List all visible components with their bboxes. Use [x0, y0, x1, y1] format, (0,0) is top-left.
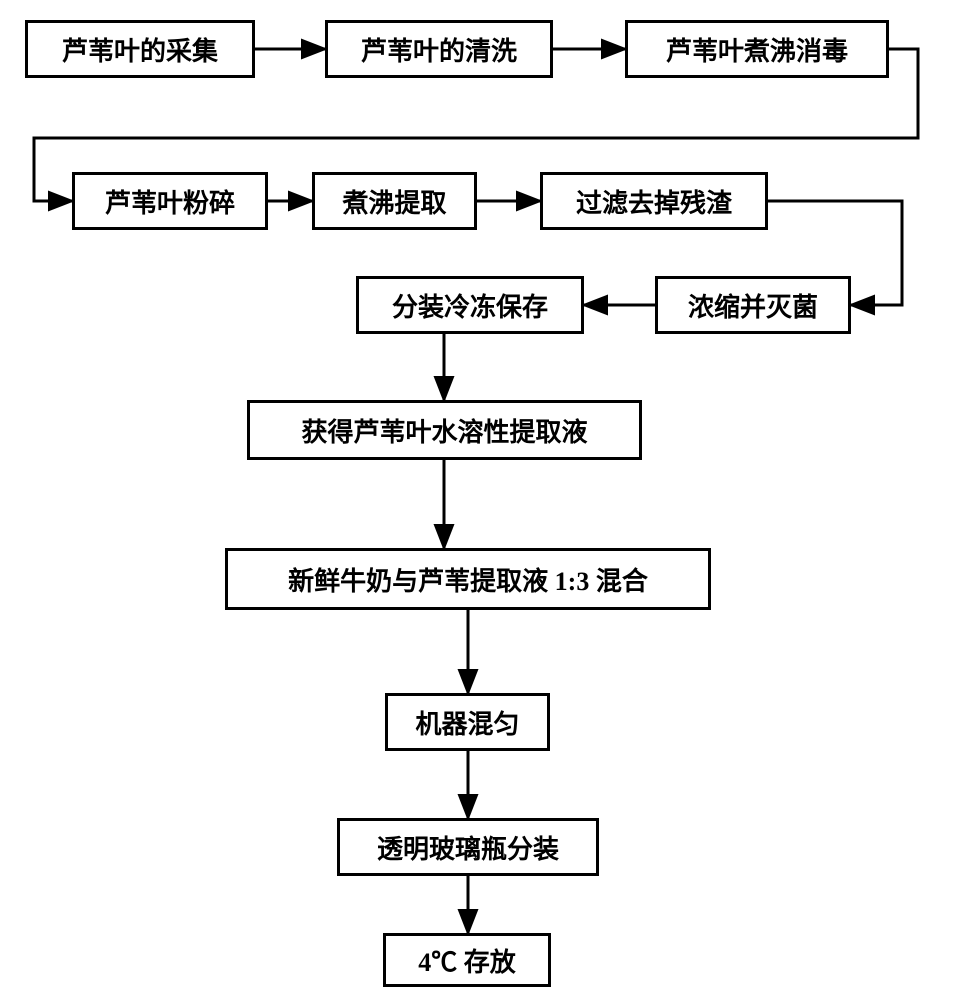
- flow-node-label: 芦苇叶的清洗: [361, 31, 517, 68]
- flow-node-label: 芦苇叶煮沸消毒: [666, 31, 848, 68]
- flow-node-label: 过滤去掉残渣: [576, 183, 732, 220]
- flow-node-label: 煮沸提取: [342, 183, 446, 220]
- flow-node-n4: 芦苇叶粉碎: [72, 172, 268, 230]
- flow-node-n11: 机器混匀: [385, 693, 550, 751]
- flow-node-label: 分装冷冻保存: [392, 287, 548, 324]
- flow-node-n7: 浓缩并灭菌: [655, 276, 851, 334]
- flow-node-label: 浓缩并灭菌: [688, 287, 818, 324]
- flow-node-label: 芦苇叶粉碎: [105, 183, 235, 220]
- flow-node-label: 透明玻璃瓶分装: [377, 829, 559, 866]
- flow-node-n9: 获得芦苇叶水溶性提取液: [247, 400, 642, 460]
- flow-node-label: 机器混匀: [415, 704, 519, 741]
- flow-node-n10: 新鲜牛奶与芦苇提取液 1:3 混合: [225, 548, 711, 610]
- flow-node-label: 新鲜牛奶与芦苇提取液 1:3 混合: [288, 561, 648, 598]
- flow-node-n5: 煮沸提取: [312, 172, 477, 230]
- flow-node-n12: 透明玻璃瓶分装: [337, 818, 599, 876]
- flow-node-n3: 芦苇叶煮沸消毒: [625, 20, 889, 78]
- flow-node-label: 4℃ 存放: [418, 942, 516, 979]
- flow-node-n13: 4℃ 存放: [383, 933, 551, 987]
- flow-node-label: 获得芦苇叶水溶性提取液: [301, 412, 587, 449]
- flow-node-label: 芦苇叶的采集: [62, 31, 218, 68]
- flow-node-n1: 芦苇叶的采集: [25, 20, 255, 78]
- flow-node-n8: 分装冷冻保存: [356, 276, 584, 334]
- flow-node-n2: 芦苇叶的清洗: [325, 20, 553, 78]
- flow-node-n6: 过滤去掉残渣: [540, 172, 768, 230]
